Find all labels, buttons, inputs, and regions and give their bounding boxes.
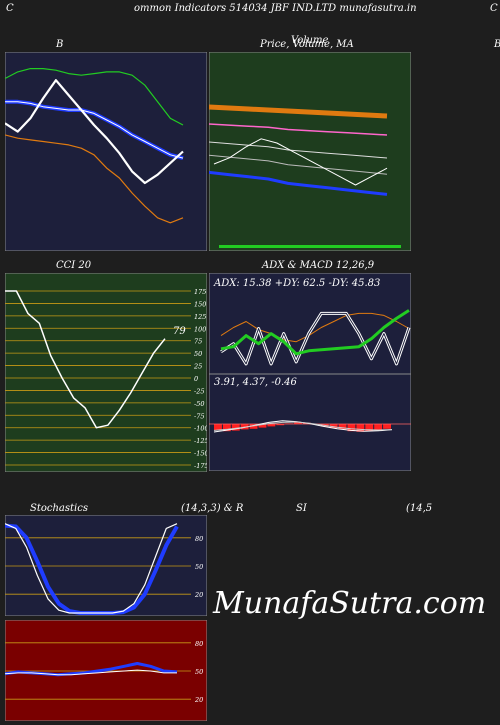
watermark: MunafaSutra.com <box>213 586 487 621</box>
cci-tick-label: 175 <box>194 288 206 296</box>
cci-tick-label: -175 <box>194 462 207 470</box>
macd-histogram-bar <box>356 424 365 432</box>
page-title: ommon Indicators 514034 JBF IND.LTD muna… <box>134 3 417 14</box>
cci-tick-label: -150 <box>194 450 207 458</box>
ma-white-line-2 <box>209 154 388 175</box>
rsi-tick-label: 50 <box>195 668 203 676</box>
cci-tick-label: -75 <box>194 412 204 420</box>
price-line <box>213 138 388 186</box>
cci-tick-label: -25 <box>194 387 204 395</box>
cci-last-value: 79 <box>173 326 186 337</box>
edge-letter-b: B <box>494 39 500 50</box>
bollinger-price-line <box>5 79 184 185</box>
volume-bars <box>219 245 401 248</box>
header-left-letter: C <box>6 3 14 14</box>
macd-readout: 3.91, 4.37, -0.46 <box>214 377 298 388</box>
rsi-panel: 80 50 20 <box>5 620 207 721</box>
macd-histogram-bar <box>214 424 222 430</box>
ma-blue-line <box>209 170 388 196</box>
rsi-tick-label: 80 <box>195 640 203 648</box>
adx-line <box>220 312 410 343</box>
cci-tick-label: -100 <box>194 425 207 433</box>
rsi-tick-label: 20 <box>194 696 203 704</box>
bollinger-upper-band-line <box>5 68 184 126</box>
ma-pink-line <box>209 123 388 136</box>
macd-histogram-bar <box>249 424 258 429</box>
macd-histogram-bar <box>338 424 347 430</box>
cci-tick-label: -50 <box>194 400 204 408</box>
macd-background <box>209 374 411 471</box>
rsi-title: SI <box>296 503 307 514</box>
cci-title: CCI 20 <box>56 260 92 271</box>
stochastics-params: (14,3,3) & R <box>181 503 244 514</box>
macd-histogram-bar <box>347 424 356 432</box>
ma-white-line-1 <box>209 141 388 159</box>
stochastics-title: Stochastics <box>30 503 88 514</box>
macd-histogram-bar <box>365 424 374 432</box>
bollinger-lower-band-line <box>5 134 184 224</box>
cci-tick-label: 50 <box>194 350 202 358</box>
ma-thick-orange-line <box>209 104 388 119</box>
macd-histogram-bar <box>267 424 276 427</box>
macd-signal-line <box>213 421 393 431</box>
rsi-signal-line <box>5 669 177 676</box>
cci-line <box>5 290 166 429</box>
cci-tick-label: 100 <box>194 325 206 333</box>
minus-di-core-line <box>220 312 410 365</box>
macd-histogram-bar <box>374 424 383 430</box>
cci-tick-label: -125 <box>194 437 207 445</box>
cci-tick-label: 150 <box>194 300 206 308</box>
macd-histogram-bar <box>222 424 231 432</box>
adx-readout: ADX: 15.38 +DY: 62.5 -DY: 45.83 <box>213 278 380 289</box>
stochastics-k-line <box>5 523 178 614</box>
macd-histogram-bar <box>383 424 391 429</box>
plus-di-line <box>220 309 410 356</box>
macd-histogram-bar <box>258 424 267 428</box>
price-overlap-label: Volume <box>291 35 329 46</box>
price-volume-ma-panel <box>209 52 411 251</box>
stochastics-tick-label: 80 <box>195 535 203 543</box>
macd-histogram-bar <box>329 424 338 429</box>
macd-histogram-bar <box>231 424 240 431</box>
stochastics-panel: 80 50 20 <box>5 515 207 616</box>
cci-panel: 175 150 125 100 75 50 25 0 -25 -50 -75 -100 -125 -150… <box>5 273 207 472</box>
bollinger-background <box>5 52 207 251</box>
header-right-letter: C <box>490 3 498 14</box>
adx-macd-title: ADX & MACD 12,26,9 <box>262 260 375 271</box>
stochastics-tick-label: 50 <box>195 563 203 571</box>
stochastics-tick-label: 20 <box>194 591 203 599</box>
cci-background <box>5 273 207 472</box>
cci-tick-label: 125 <box>194 313 206 321</box>
cci-tick-label: 0 <box>194 375 198 383</box>
price-volume-ma-title: Price, Volume, MA <box>260 39 354 50</box>
cci-tick-label: 25 <box>193 363 202 371</box>
bollinger-middle-band-core-line <box>5 101 184 159</box>
rsi-params: (14,5 <box>406 503 433 514</box>
bollinger-title: B <box>56 39 64 50</box>
macd-panel: 3.91, 4.37, -0.46 <box>209 374 411 471</box>
adx-panel: ADX: 15.38 +DY: 62.5 -DY: 45.83 <box>209 273 411 374</box>
macd-histogram-bar <box>294 422 302 424</box>
macd-histogram-bar <box>276 424 285 426</box>
cci-tick-label: 75 <box>194 338 202 346</box>
bollinger-panel <box>5 52 207 251</box>
